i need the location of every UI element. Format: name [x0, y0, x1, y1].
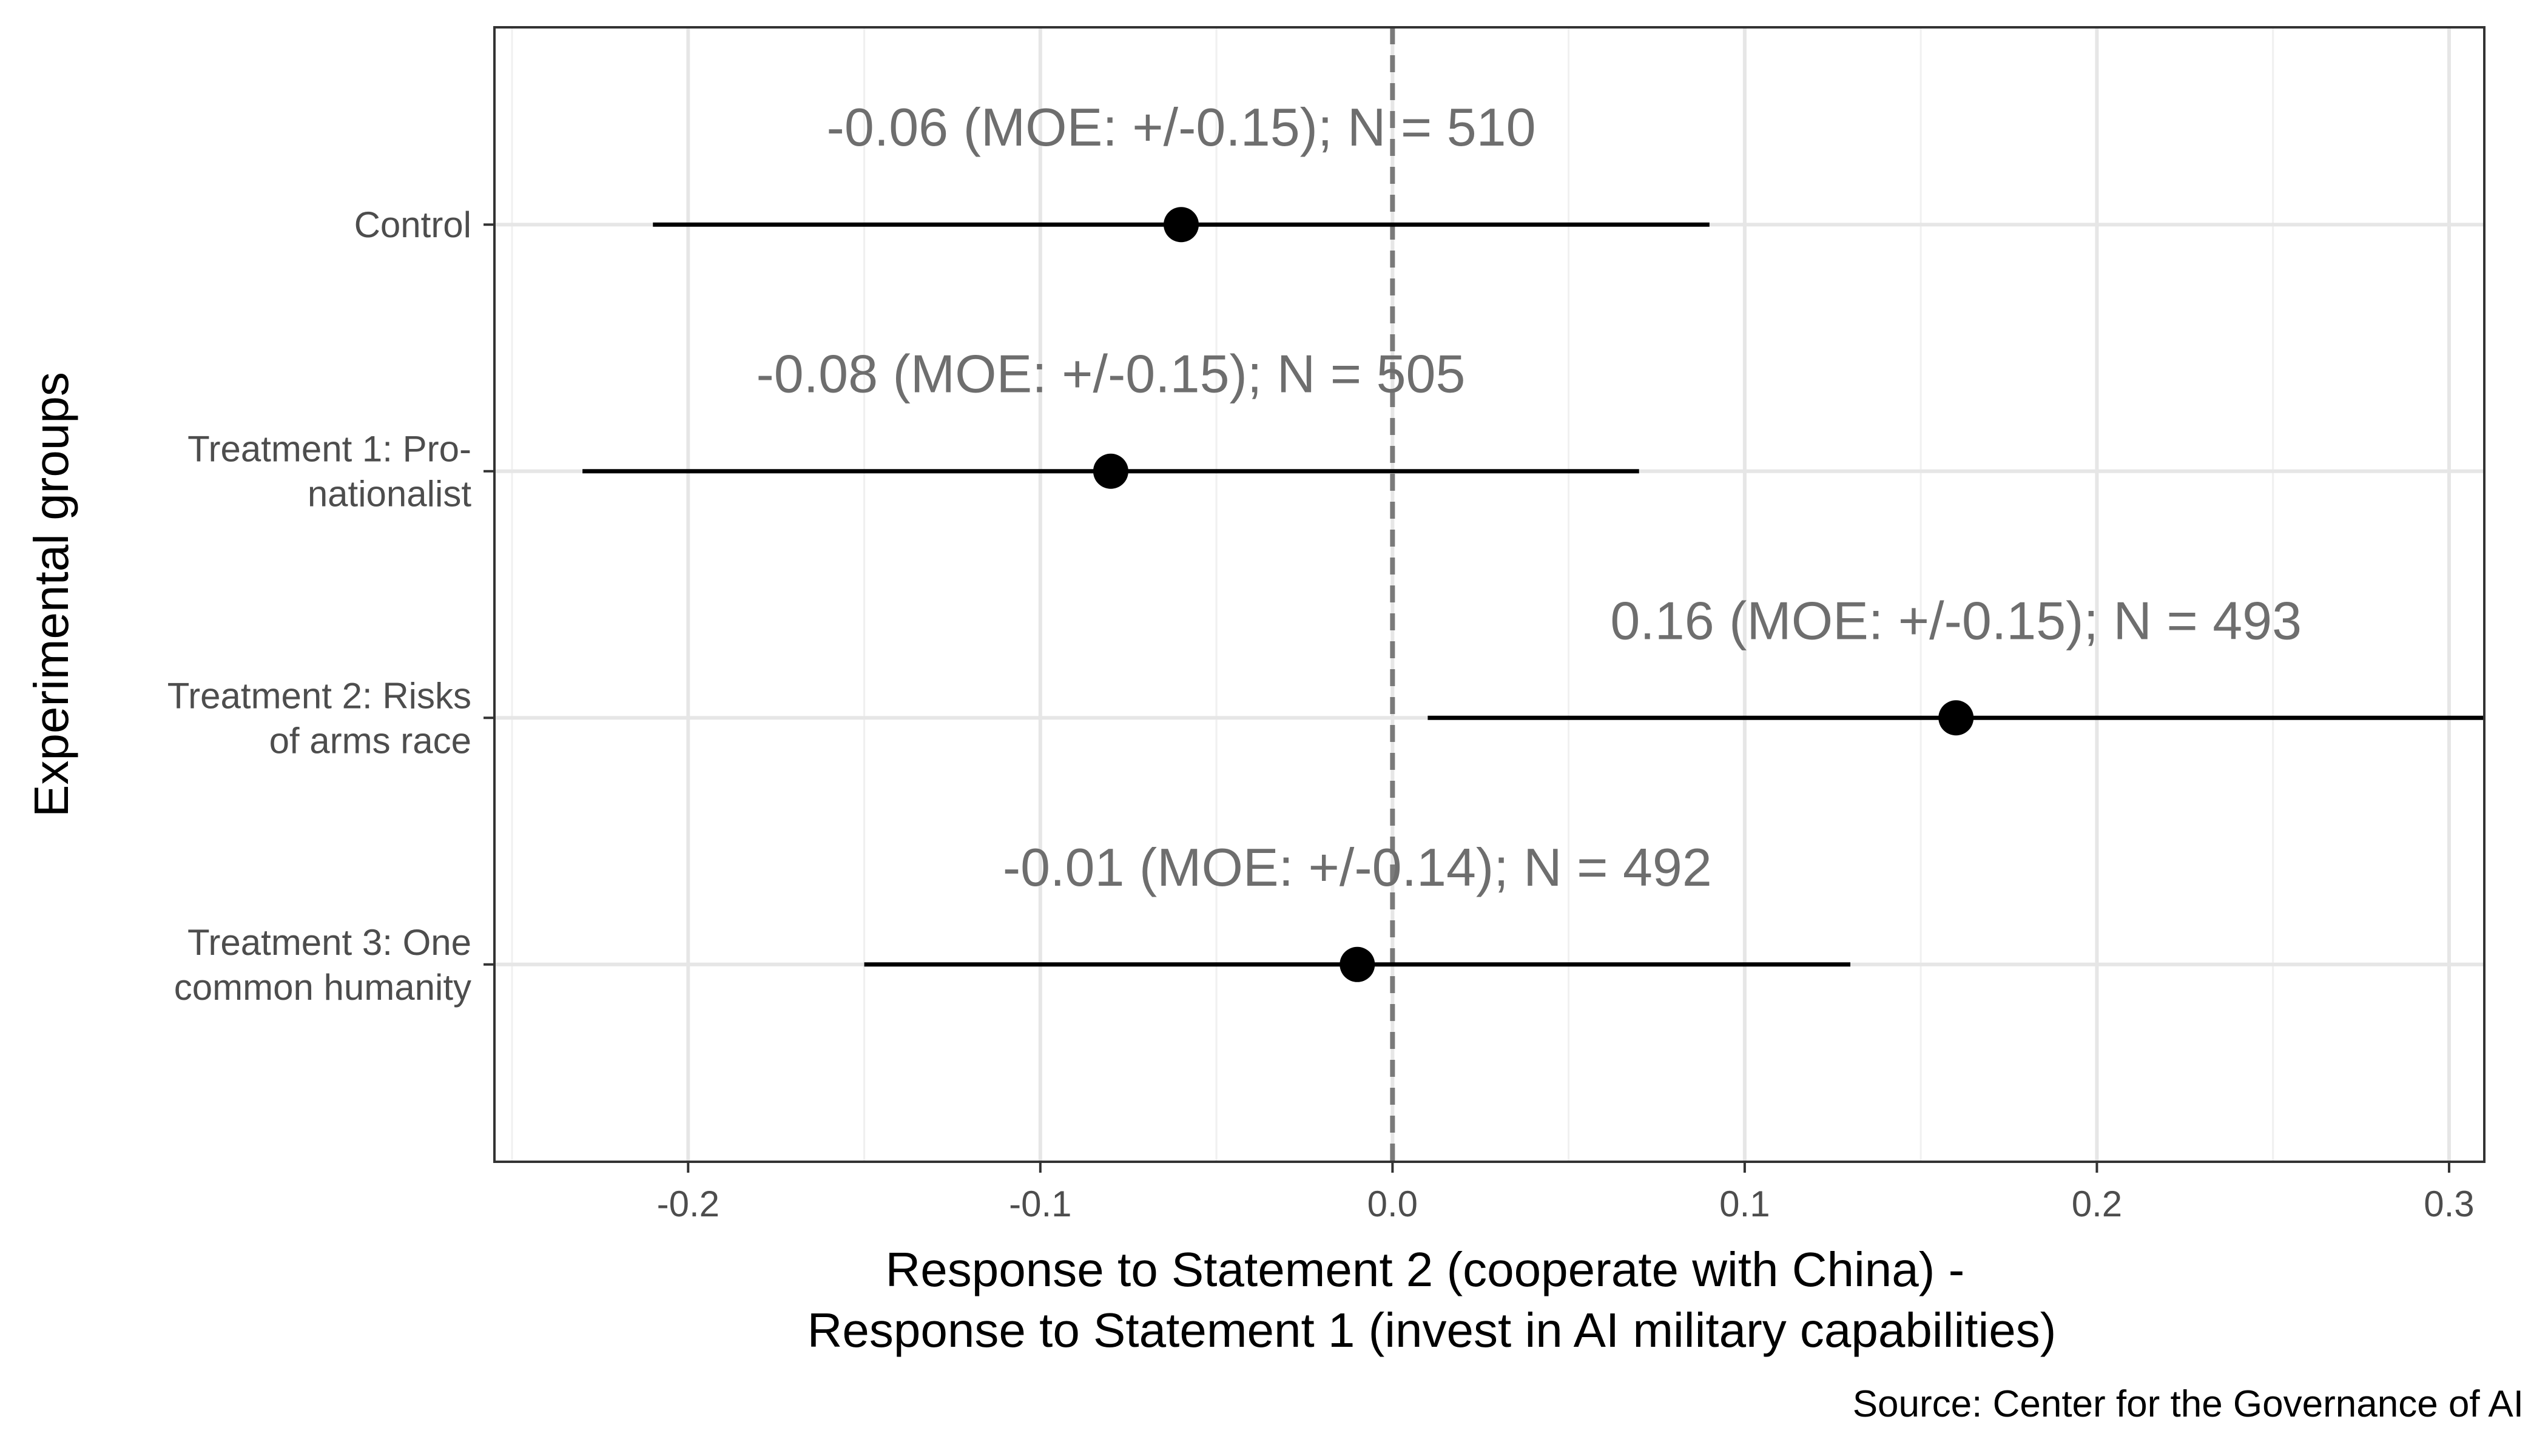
x-tick-label: -0.1 — [1009, 1184, 1071, 1224]
estimate-point — [1340, 946, 1375, 982]
y-axis-title: Experimental groups — [24, 372, 78, 817]
source-caption: Source: Center for the Governance of AI — [1853, 1383, 2524, 1425]
x-tick-label: 0.3 — [2424, 1184, 2474, 1224]
estimate-point — [1164, 207, 1199, 243]
estimate-annotation: 0.16 (MOE: +/-0.15); N = 493 — [1610, 590, 2302, 650]
y-tick-label: Treatment 3: One common humanity — [174, 922, 471, 1008]
x-tick-label: 0.2 — [2072, 1184, 2122, 1224]
y-tick-label-line: nationalist — [308, 474, 472, 514]
marks-layer — [582, 207, 2484, 982]
x-axis-title-line-2: Response to Statement 1 (invest in AI mi… — [807, 1303, 2057, 1357]
y-tick-label: Control — [354, 204, 471, 245]
axis-layer: -0.2 -0.1 0.0 0.1 0.2 0.3 Control Treatment 1: … — [167, 204, 2475, 1224]
estimate-point — [1938, 700, 1974, 736]
y-tick-label-line: Treatment 1: Pro- — [187, 429, 471, 470]
estimate-annotation: -0.08 (MOE: +/-0.15); N = 505 — [756, 344, 1465, 404]
estimate-annotation: -0.06 (MOE: +/-0.15); N = 510 — [827, 97, 1536, 157]
annotation-layer: -0.06 (MOE: +/-0.15); N = 510 -0.08 (MOE:… — [756, 97, 2302, 897]
x-axis-title-line-1: Response to Statement 2 (cooperate with … — [886, 1242, 1965, 1296]
x-tick-label: 0.0 — [1367, 1184, 1418, 1224]
panel-border — [493, 26, 2486, 1163]
y-tick-label-line: common humanity — [174, 967, 471, 1008]
estimate-point — [1093, 453, 1128, 489]
y-tick-label: Treatment 2: Risks of arms race — [167, 675, 471, 761]
x-tick-label: 0.1 — [1719, 1184, 1770, 1224]
x-axis-title: Response to Statement 2 (cooperate with … — [807, 1242, 2057, 1357]
y-tick-label-line: Treatment 2: Risks — [167, 675, 471, 716]
y-tick-label-line: of arms race — [269, 720, 471, 761]
y-tick-label: Treatment 1: Pro-nationalist — [187, 429, 471, 514]
y-tick-label-line: Control — [354, 204, 471, 245]
x-tick-label: -0.2 — [657, 1184, 720, 1224]
estimate-annotation: -0.01 (MOE: +/-0.14); N = 492 — [1003, 837, 1712, 897]
y-tick-label-line: Treatment 3: One — [187, 922, 471, 963]
